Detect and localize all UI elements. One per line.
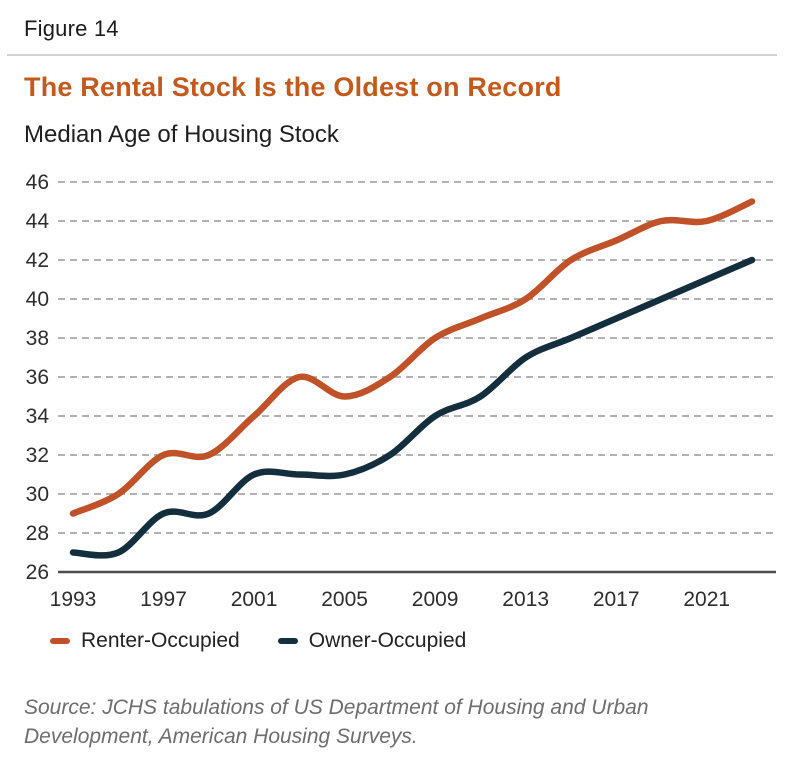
chart-area: 26 28 30 32 34 36 38 40 42 44 46 1993 1997 2001 2005 20… bbox=[0, 165, 800, 617]
x-axis-tick-label: 2021 bbox=[683, 588, 730, 611]
y-axis-tick-label: 38 bbox=[26, 327, 49, 350]
x-axis-tick-label: 2017 bbox=[593, 588, 640, 611]
y-axis-tick-label: 26 bbox=[26, 561, 49, 584]
x-axis-tick-label: 1997 bbox=[140, 588, 187, 611]
chart-title: The Rental Stock Is the Oldest on Record bbox=[24, 72, 562, 102]
figure-label: Figure 14 bbox=[24, 16, 119, 41]
x-axis-tick-label: 2009 bbox=[412, 588, 459, 611]
x-axis-tick-label: 2013 bbox=[502, 588, 549, 611]
legend-swatch-icon bbox=[277, 638, 298, 644]
y-axis-tick-label: 40 bbox=[26, 288, 49, 311]
y-axis-tick-label: 30 bbox=[26, 483, 49, 506]
line-chart: 26 28 30 32 34 36 38 40 42 44 46 1993 1997 2001 2005 20… bbox=[26, 171, 776, 611]
legend-label: Owner-Occupied bbox=[308, 629, 467, 652]
y-axis-tick-label: 44 bbox=[26, 210, 50, 233]
divider bbox=[7, 54, 777, 56]
y-axis-tick-label: 36 bbox=[26, 366, 49, 389]
legend-label: Renter-Occupied bbox=[81, 629, 240, 652]
x-axis-tick-label: 2005 bbox=[321, 588, 368, 611]
y-axis-tick-label: 46 bbox=[26, 171, 49, 194]
owner-occupied-line bbox=[69, 256, 756, 559]
y-axis-tick-label: 28 bbox=[26, 522, 49, 545]
x-axis-tick-label: 2001 bbox=[231, 588, 278, 611]
y-axis-tick-label: 42 bbox=[26, 249, 49, 272]
y-axis-tick-label: 32 bbox=[26, 444, 49, 467]
legend: Renter-Occupied Owner-Occupied bbox=[50, 629, 776, 653]
legend-item-renter-occupied: Renter-Occupied bbox=[50, 629, 240, 653]
source-note: Source: JCHS tabulations of US Departmen… bbox=[24, 696, 649, 748]
legend-swatch-icon bbox=[50, 638, 70, 644]
legend-item-owner-occupied: Owner-Occupied bbox=[277, 629, 467, 653]
y-axis-tick-label: 34 bbox=[26, 405, 50, 428]
x-axis-tick-label: 1993 bbox=[50, 588, 97, 611]
renter-occupied-line bbox=[69, 198, 756, 517]
chart-subtitle: Median Age of Housing Stock bbox=[24, 121, 339, 148]
